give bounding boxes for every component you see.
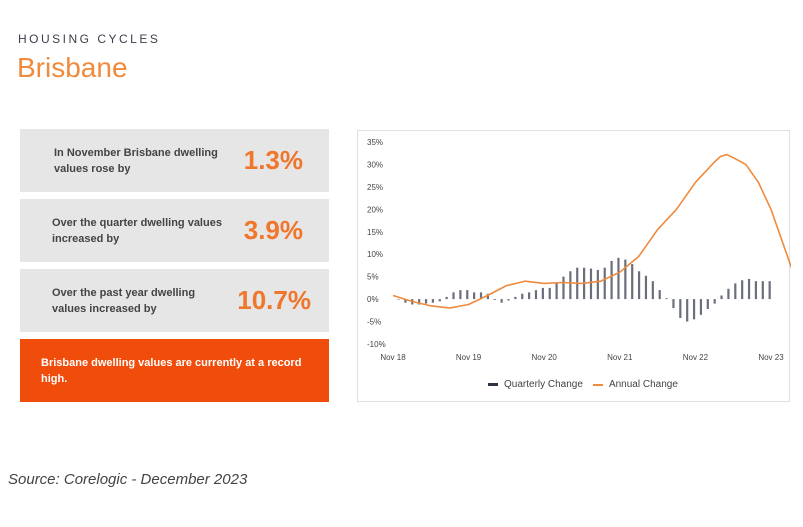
x-tick-label: Nov 23 xyxy=(758,353,784,362)
record-high-banner: Brisbane dwelling values are currently a… xyxy=(20,339,329,402)
quarterly-change-bar xyxy=(466,290,469,300)
quarterly-change-bar xyxy=(734,283,737,300)
source-note: Source: Corelogic - December 2023 xyxy=(8,471,248,488)
stat-card-annual: Over the past year dwelling values incre… xyxy=(20,269,329,332)
x-tick-label: Nov 19 xyxy=(456,353,482,362)
quarterly-change-bar xyxy=(486,293,489,300)
quarterly-change-bar xyxy=(713,299,716,304)
quarterly-change-bar xyxy=(610,260,613,300)
quarterly-change-bar xyxy=(431,299,434,303)
quarterly-change-bar xyxy=(617,257,620,300)
stat-value: 3.9% xyxy=(243,215,303,245)
legend-annual-label: Annual Change xyxy=(608,379,678,390)
legend-quarterly-label: Quarterly Change xyxy=(504,379,583,390)
y-tick-label: 30% xyxy=(367,160,383,169)
housing-cycle-chart: 35% 30% 25% 20% 15% 10% 5% 0% -5% -10% Nov 18 Nov 1… xyxy=(357,130,791,402)
stat-value: 10.7% xyxy=(237,285,311,315)
chart-canvas: 35% 30% 25% 20% 15% 10% 5% 0% -5% -10% Nov 18 Nov 1… xyxy=(367,138,791,362)
stat-label: In November Brisbane dwelling values ros… xyxy=(54,146,218,175)
quarterly-change-bar xyxy=(761,281,764,300)
y-tick-label: -5% xyxy=(367,318,381,327)
quarterly-change-bar xyxy=(479,292,483,300)
quarterly-change-bar xyxy=(534,290,538,300)
page-title: Brisbane xyxy=(17,52,128,83)
quarterly-change-bar xyxy=(555,283,558,300)
quarterly-change-bar xyxy=(459,290,462,300)
quarterly-change-bar xyxy=(692,299,696,320)
quarterly-change-bar xyxy=(500,299,503,303)
stat-label: Over the past year dwelling values incre… xyxy=(52,286,196,315)
quarterly-change-bar xyxy=(596,269,599,300)
quarterly-change-bar xyxy=(541,287,544,300)
quarterly-change-bar xyxy=(404,299,407,303)
quarterly-change-bar xyxy=(720,295,723,300)
stat-card-monthly: In November Brisbane dwelling values ros… xyxy=(20,129,329,192)
y-tick-label: 5% xyxy=(367,273,379,282)
quarterly-change-bar xyxy=(672,299,675,309)
stat-label: Over the quarter dwelling values increas… xyxy=(52,216,222,245)
quarterly-change-bar xyxy=(699,299,703,315)
quarterly-change-bar xyxy=(424,299,428,304)
quarterly-change-bar xyxy=(562,276,565,300)
quarterly-change-bar xyxy=(528,292,531,300)
stat-card-quarterly: Over the quarter dwelling values increas… xyxy=(20,199,329,262)
quarterly-change-bar xyxy=(452,292,455,300)
quarterly-change-bar xyxy=(624,259,627,300)
x-tick-label: Nov 18 xyxy=(380,353,406,362)
quarterly-change-bar xyxy=(727,288,730,300)
annual-change-line xyxy=(392,153,791,309)
quarterly-change-bar xyxy=(631,264,634,300)
quarterly-change-bar xyxy=(493,299,496,301)
quarterly-change-bar xyxy=(589,268,593,300)
quarterly-change-bar xyxy=(686,299,689,322)
quarterly-change-bar xyxy=(473,292,476,300)
quarterly-change-bar xyxy=(754,281,758,300)
quarterly-change-bar xyxy=(445,296,448,300)
quarterly-change-bar xyxy=(665,298,668,300)
quarterly-change-bar xyxy=(679,299,682,318)
quarterly-change-bar xyxy=(438,299,441,302)
section-kicker: HOUSING CYCLES xyxy=(18,32,161,46)
quarterly-change-bar xyxy=(548,287,551,300)
quarterly-change-bar xyxy=(658,290,661,300)
y-tick-label: 0% xyxy=(367,295,379,304)
quarterly-change-bar xyxy=(644,275,648,300)
quarterly-change-bar xyxy=(651,281,654,300)
y-tick-label: 10% xyxy=(367,250,383,259)
x-tick-label: Nov 21 xyxy=(607,353,633,362)
quarterly-change-bar xyxy=(514,296,517,300)
legend-line-swatch xyxy=(592,383,603,386)
quarterly-change-bar xyxy=(603,267,606,300)
quarterly-change-bar xyxy=(768,281,771,300)
x-tick-label: Nov 20 xyxy=(532,353,558,362)
quarterly-change-bar xyxy=(637,271,641,300)
y-tick-label: -10% xyxy=(367,340,386,349)
quarterly-change-bar xyxy=(418,299,421,305)
y-tick-label: 15% xyxy=(367,228,383,237)
y-tick-label: 35% xyxy=(367,138,383,147)
x-tick-label: Nov 22 xyxy=(683,353,709,362)
y-tick-label: 25% xyxy=(367,183,383,192)
quarterly-change-bar xyxy=(521,293,524,300)
chart-legend: Quarterly Change Annual Change xyxy=(488,379,678,390)
y-tick-label: 20% xyxy=(367,205,383,214)
legend-bar-swatch xyxy=(488,383,498,386)
quarterly-change-bar xyxy=(569,271,572,300)
quarterly-change-bar xyxy=(706,299,709,309)
quarterly-change-bar xyxy=(397,299,400,300)
quarterly-change-bar xyxy=(507,299,510,301)
quarterly-change-bar xyxy=(747,278,751,300)
quarterly-change-bar xyxy=(741,280,744,300)
stat-value: 1.3% xyxy=(243,145,303,175)
